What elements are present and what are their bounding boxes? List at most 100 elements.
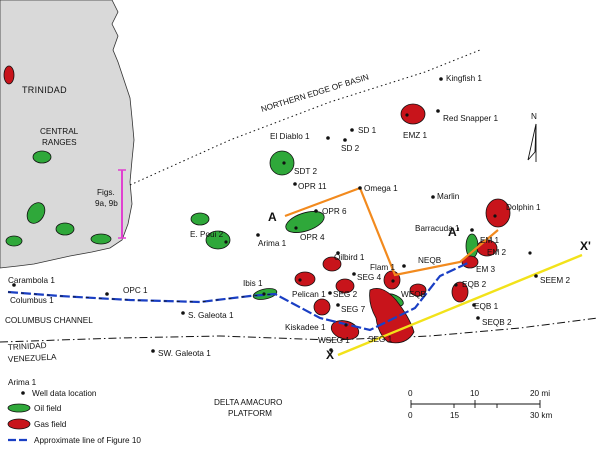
- well-label: SEG 2: [333, 290, 358, 299]
- legend: Arima 1 Well data location Oil field Gas…: [7, 378, 141, 445]
- section-x-line: [337, 253, 583, 357]
- scale-mi-10: 10: [470, 389, 480, 398]
- legend-well-example: Arima 1: [8, 378, 37, 387]
- scale-bar: 0 10 20 mi 0 15 30 km: [408, 389, 552, 420]
- well-label: SEG 4: [357, 273, 382, 282]
- well-label: EQB 1: [474, 302, 499, 311]
- well-label: EMZ 1: [403, 131, 428, 140]
- well-label: Kingfish 1: [446, 74, 482, 83]
- figs-label: Figs.: [97, 188, 115, 197]
- gas-field: [409, 283, 427, 297]
- figure-10-line-outline: [7, 291, 276, 303]
- legend-oil-swatch: [7, 403, 31, 413]
- well-label: Omega 1: [364, 184, 398, 193]
- well-label: OPR 11: [298, 182, 327, 191]
- oil-field: [55, 222, 75, 236]
- section-a-end-label: A': [448, 225, 460, 239]
- oil-field: [5, 235, 23, 247]
- legend-well-label: Well data location: [32, 389, 97, 398]
- platform-label: PLATFORM: [228, 409, 272, 418]
- well-label: Pelican 1: [292, 290, 326, 299]
- oil-field: [90, 233, 112, 245]
- gas-field: [322, 256, 342, 272]
- figure-10-line: [7, 261, 471, 332]
- venezuela-country-label: VENEZUELA: [8, 352, 58, 364]
- legend-line-label: Approximate line of Figure 10: [34, 436, 141, 445]
- scale-km-0: 0: [408, 411, 413, 420]
- well-label: EM 2: [487, 248, 507, 257]
- well-label: SDT 2: [294, 167, 318, 176]
- figs-label-2: 9a, 9b: [95, 199, 118, 208]
- well-label: Carambola 1: [8, 276, 55, 285]
- well-label: Oilbird 1: [334, 253, 365, 262]
- scale-km-15: 15: [450, 411, 460, 420]
- oil-field: [205, 230, 231, 250]
- scale-mi-20: 20 mi: [530, 389, 550, 398]
- north-label: N: [531, 112, 537, 121]
- section-a-start-label: A: [268, 210, 277, 224]
- well-label: Kiskadee 1: [285, 323, 326, 332]
- well-label: SD 1: [358, 126, 377, 135]
- gas-field: [313, 298, 331, 316]
- well-label: Arima 1: [258, 239, 287, 248]
- oil-field: [269, 150, 295, 176]
- well-label: Marlin: [437, 192, 460, 201]
- well-label: Barracuda 1: [415, 224, 460, 233]
- northern-edge-line: [129, 49, 481, 186]
- gas-field: [3, 65, 15, 85]
- well-label: EQB 2: [462, 280, 487, 289]
- scale-km-30: 30 km: [530, 411, 552, 420]
- well-label: OPC 1: [123, 286, 148, 295]
- trinidad-landmass: [0, 0, 135, 269]
- section-a-line: [284, 186, 499, 277]
- central-ranges-label-2: RANGES: [42, 138, 77, 147]
- well-label: SEEM 2: [540, 276, 570, 285]
- well-label: SEG 1: [368, 335, 393, 344]
- well-label: Columbus 1: [10, 296, 54, 305]
- well-label: WEQB: [401, 290, 427, 299]
- well-label: Ibis 1: [243, 279, 263, 288]
- well-label: SEQB 2: [482, 318, 512, 327]
- oil-field: [26, 202, 46, 224]
- gas-field: [335, 278, 355, 294]
- gas-field: [485, 198, 511, 228]
- legend-gas-swatch: [7, 418, 31, 430]
- well-label: Flam 1: [370, 263, 395, 272]
- trinidad-country-label: TRINIDAD: [8, 341, 47, 352]
- well-label: SW. Galeota 1: [158, 349, 211, 358]
- well-label: EM 1: [480, 236, 500, 245]
- oil-field: [32, 150, 52, 164]
- trinidad-label: TRINIDAD: [22, 85, 67, 95]
- well-label: S. Galeota 1: [188, 311, 234, 320]
- columbus-channel-label: COLUMBUS CHANNEL: [5, 316, 93, 325]
- legend-oil-label: Oil field: [34, 404, 62, 413]
- well-label: E. Poui 2: [190, 230, 224, 239]
- delta-amacuro-label: DELTA AMACURO: [214, 398, 282, 407]
- section-x-start-label: X: [326, 348, 334, 362]
- well-label: SEG 7: [341, 305, 366, 314]
- well-label: Dolphin 1: [506, 203, 541, 212]
- well-label: EM 3: [476, 265, 496, 274]
- well-label: NEQB: [418, 256, 442, 265]
- oil-field: [190, 212, 210, 226]
- north-arrow-icon: [527, 123, 537, 161]
- gas-field: [294, 271, 316, 287]
- section-x-end-label: X': [580, 239, 591, 253]
- north-arrow: N: [527, 112, 537, 162]
- border-line: [0, 317, 598, 343]
- well-label: El Diablo 1: [270, 132, 310, 141]
- northern-edge-label: NORTHERN EDGE OF BASIN: [260, 72, 370, 113]
- legend-gas-label: Gas field: [34, 420, 67, 429]
- well-label: OPR 6: [322, 207, 347, 216]
- gas-field: [400, 103, 426, 125]
- figs-line: [118, 169, 126, 239]
- well-label: WSEG 1: [318, 336, 350, 345]
- well-label: SD 2: [341, 144, 360, 153]
- well-markers: [12, 77, 538, 353]
- well-label: OPR 4: [300, 233, 325, 242]
- well-label: Red Snapper 1: [443, 114, 499, 123]
- central-ranges-label: CENTRAL: [40, 127, 79, 136]
- gas-field: [451, 281, 469, 303]
